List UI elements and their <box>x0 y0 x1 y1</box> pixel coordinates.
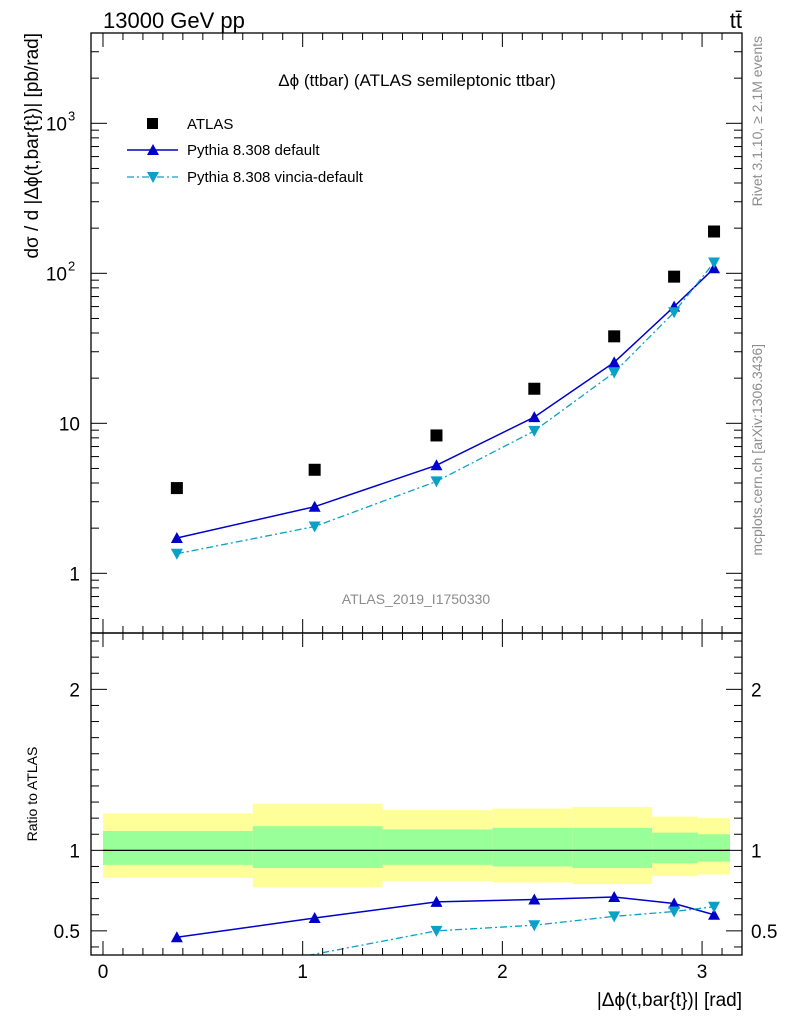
legend-label-atlas: ATLAS <box>187 116 233 133</box>
energy-label: 13000 GeV pp <box>103 8 245 33</box>
band-inner-3 <box>492 827 573 867</box>
ratio-series-0-point-5 <box>668 897 681 909</box>
main-y-tick-label-1: 10 <box>59 414 80 435</box>
ratio-series <box>170 891 721 955</box>
band-inner-6 <box>698 834 731 862</box>
legend-marker-atlas <box>147 118 158 129</box>
ratio-series-1-point-4 <box>608 911 621 923</box>
main-series-0-point-0 <box>170 482 183 495</box>
ratio-y-tick-label-r-1: 1 <box>751 841 762 862</box>
ratio-series-1-point-5 <box>668 906 681 918</box>
main-y-tick-exp-3: 3 <box>68 108 75 123</box>
x-tick-label-0: 0 <box>98 962 109 983</box>
x-tick-label-1: 1 <box>297 962 308 983</box>
main-series-0-point-4 <box>608 330 621 343</box>
ratio-series-0-point-1 <box>308 911 321 923</box>
main-y-tick-label-3: 10 <box>46 114 67 135</box>
main-series-2-point-3 <box>528 425 541 437</box>
main-series-1-point-4 <box>608 356 621 368</box>
ratio-series-0-line <box>176 896 715 939</box>
legend-label-default: Pythia 8.308 default <box>187 142 320 159</box>
main-series-0-point-5 <box>668 270 681 283</box>
legend-label-vincia: Pythia 8.308 vincia-default <box>187 169 364 186</box>
ratio-series-1-point-2 <box>430 925 443 937</box>
main-y-tick-label-0: 1 <box>69 564 80 585</box>
main-series-2-point-2 <box>430 476 443 488</box>
ratio-y-tick-label-r-0: 0.5 <box>751 922 777 943</box>
ratio-y-axis-label: Ratio to ATLAS <box>24 747 40 842</box>
band-inner-2 <box>382 829 493 865</box>
main-series-0-point-3 <box>528 382 541 395</box>
main-series-0-point-6 <box>708 225 721 238</box>
ratio-series-1-point-6 <box>708 901 721 913</box>
main-series-1-line <box>176 267 715 539</box>
main-series-1-point-1 <box>308 500 321 512</box>
main-series <box>170 225 721 560</box>
main-series-1-point-0 <box>170 531 183 543</box>
ratio-y-tick-label-l-2: 2 <box>69 680 80 701</box>
main-series-2-point-1 <box>308 521 321 533</box>
mcplots-label: mcplots.cern.ch [arXiv:1306.3436] <box>749 344 765 556</box>
ratio-series-1-line <box>306 906 715 955</box>
ratio-series-1-point-3 <box>528 920 541 932</box>
ratio-series-0-point-6 <box>708 908 721 920</box>
ratio-y-tick-label-r-2: 2 <box>751 680 762 701</box>
main-series-1-point-3 <box>528 411 541 423</box>
analysis-watermark: ATLAS_2019_I1750330 <box>342 591 491 607</box>
main-series-0-point-1 <box>308 463 321 476</box>
main-y-axis-label: dσ / d |Δϕ(t,bar{t})| [pb/rad] <box>22 33 43 259</box>
band-inner-0 <box>102 831 253 865</box>
band-inner-1 <box>252 826 383 869</box>
band-inner-4 <box>572 827 653 869</box>
axis-ticks <box>91 32 743 955</box>
band-inner-5 <box>652 832 699 864</box>
ratio-series-0-point-0 <box>170 931 183 943</box>
main-series-2-point-0 <box>170 548 183 560</box>
process-label: tt̄ <box>730 8 742 33</box>
legend-marker-default <box>147 144 159 155</box>
x-tick-label-3: 3 <box>697 962 708 983</box>
ratio-series-0-point-3 <box>528 893 541 905</box>
x-axis-label: |Δϕ(t,bar{t})| [rad] <box>597 990 742 1011</box>
main-series-0-point-2 <box>430 429 443 442</box>
ratio-series-0-point-2 <box>430 895 443 907</box>
ratio-y-tick-label-l-1: 1 <box>69 841 80 862</box>
main-series-2-line <box>176 262 715 555</box>
main-y-tick-exp-2: 2 <box>68 258 75 273</box>
main-series-1-point-2 <box>430 459 443 471</box>
main-series-2-point-6 <box>708 257 721 269</box>
x-tick-label-2: 2 <box>497 962 508 983</box>
plot-title: Δϕ (ttbar) (ATLAS semileptonic ttbar) <box>278 71 556 90</box>
uncertainty-bands <box>102 803 731 888</box>
legend: ATLAS Pythia 8.308 default Pythia 8.308 … <box>127 116 364 186</box>
main-series-2-point-5 <box>668 307 681 319</box>
ratio-series-0-point-4 <box>608 891 621 903</box>
rivet-label: Rivet 3.1.10, ≥ 2.1M events <box>749 36 765 206</box>
main-y-tick-label-2: 10 <box>46 264 67 285</box>
ratio-y-tick-label-l-0: 0.5 <box>54 922 80 943</box>
main-series-2-point-4 <box>608 367 621 379</box>
ratio-plot-frame <box>90 632 743 956</box>
legend-marker-vincia <box>147 172 159 183</box>
